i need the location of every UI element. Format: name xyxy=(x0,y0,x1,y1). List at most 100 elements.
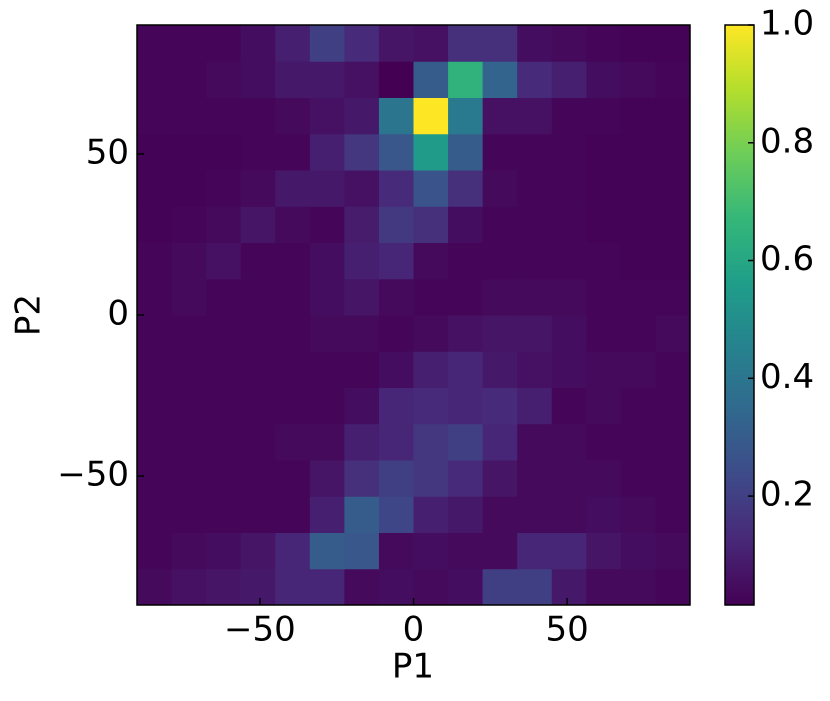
heatmap-cell xyxy=(240,170,276,207)
heatmap-cell xyxy=(206,496,242,533)
heatmap-cell xyxy=(137,532,173,570)
colorbar-tick-label: 1.0 xyxy=(760,4,814,44)
heatmap-cell xyxy=(309,61,345,98)
x-tick-label: 0 xyxy=(403,610,425,650)
heatmap-cell xyxy=(482,532,518,570)
heatmap-cell xyxy=(517,61,553,98)
heatmap-cell xyxy=(240,351,276,388)
heatmap-cell xyxy=(482,387,518,425)
heatmap-cell xyxy=(275,25,311,62)
heatmap-cell xyxy=(275,351,311,388)
heatmap-cell xyxy=(413,206,449,243)
heatmap-cell xyxy=(586,387,622,425)
heatmap-cell xyxy=(551,133,587,171)
heatmap-cell xyxy=(482,351,518,388)
heatmap-cell xyxy=(240,315,276,352)
heatmap-cell xyxy=(482,170,518,207)
heatmap-cell xyxy=(171,206,207,243)
heatmap-cell xyxy=(482,61,518,98)
heatmap-cell xyxy=(586,351,622,388)
heatmap-cell xyxy=(517,532,553,570)
heatmap-cell xyxy=(620,133,656,171)
heatmap-cell xyxy=(344,278,380,316)
heatmap-cell xyxy=(309,278,345,316)
heatmap-cell xyxy=(378,532,414,570)
heatmap-cell xyxy=(655,496,691,533)
heatmap-cell xyxy=(275,278,311,316)
heatmap-cell xyxy=(309,315,345,352)
heatmap-cell xyxy=(378,351,414,388)
heatmap-cell xyxy=(378,568,414,606)
heatmap-cell xyxy=(448,387,484,425)
heatmap-cell xyxy=(240,532,276,570)
heatmap-cell xyxy=(517,97,553,135)
heatmap-cell xyxy=(344,315,380,352)
heatmap-cell xyxy=(275,97,311,135)
heatmap-cell xyxy=(309,460,345,497)
heatmap-cell xyxy=(309,568,345,606)
heatmap-cell xyxy=(448,170,484,207)
heatmap-cell xyxy=(309,206,345,243)
heatmap-cell xyxy=(620,532,656,570)
heatmap-cell xyxy=(137,278,173,316)
heatmap-cell xyxy=(206,315,242,352)
heatmap-cell xyxy=(171,61,207,98)
heatmap-cell xyxy=(551,460,587,497)
heatmap-cell xyxy=(413,496,449,533)
heatmap-cell xyxy=(655,278,691,316)
heatmap-cell xyxy=(413,133,449,171)
heatmap-cell xyxy=(586,315,622,352)
heatmap-cell xyxy=(620,278,656,316)
heatmap-cell xyxy=(240,242,276,280)
heatmap-cell xyxy=(240,25,276,62)
heatmap-cell xyxy=(137,25,173,62)
heatmap-cell xyxy=(517,242,553,280)
heatmap-cell xyxy=(517,25,553,62)
heatmap-cell xyxy=(620,423,656,461)
y-axis-label: P2 xyxy=(9,294,49,336)
heatmap-cell xyxy=(413,170,449,207)
heatmap-cell xyxy=(171,315,207,352)
heatmap-cell xyxy=(171,242,207,280)
heatmap-cell xyxy=(448,568,484,606)
axes: −50 0 50 −50 0 50 xyxy=(57,24,691,650)
heatmap-cell xyxy=(240,423,276,461)
heatmap-cell xyxy=(620,206,656,243)
heatmap-cell xyxy=(309,387,345,425)
heatmap-cell xyxy=(586,532,622,570)
heatmap-cell xyxy=(655,61,691,98)
heatmap-cell xyxy=(206,133,242,171)
heatmap-cell xyxy=(378,242,414,280)
heatmap-cell xyxy=(551,496,587,533)
colorbar-tick-label: 0.8 xyxy=(760,121,814,161)
heatmap-cell xyxy=(378,170,414,207)
heatmap-cell xyxy=(344,242,380,280)
heatmap-cell xyxy=(517,387,553,425)
heatmap-cell xyxy=(517,278,553,316)
heatmap-cell xyxy=(309,351,345,388)
heatmap-cell xyxy=(482,496,518,533)
heatmap-cell xyxy=(413,532,449,570)
heatmap-cell xyxy=(206,387,242,425)
colorbar-body xyxy=(724,24,755,606)
y-tick-label: 0 xyxy=(107,294,129,334)
heatmap-cell xyxy=(240,568,276,606)
heatmap-cell xyxy=(344,61,380,98)
heatmap-cell xyxy=(655,170,691,207)
heatmap-cell xyxy=(448,460,484,497)
heatmap-cell xyxy=(309,170,345,207)
heatmap-cell xyxy=(517,351,553,388)
heatmap-cell xyxy=(586,423,622,461)
heatmap-cell xyxy=(482,133,518,171)
heatmap-cell xyxy=(620,170,656,207)
heatmap-cell xyxy=(378,387,414,425)
heatmap-cell xyxy=(240,206,276,243)
heatmap-cell xyxy=(378,97,414,135)
heatmap-cell xyxy=(309,532,345,570)
heatmap-cell xyxy=(586,61,622,98)
heatmap-cell xyxy=(517,315,553,352)
heatmap-cell xyxy=(240,61,276,98)
heatmap-cell xyxy=(620,387,656,425)
heatmap-cell xyxy=(448,315,484,352)
colorbar-tick-label: 0.2 xyxy=(760,475,814,515)
